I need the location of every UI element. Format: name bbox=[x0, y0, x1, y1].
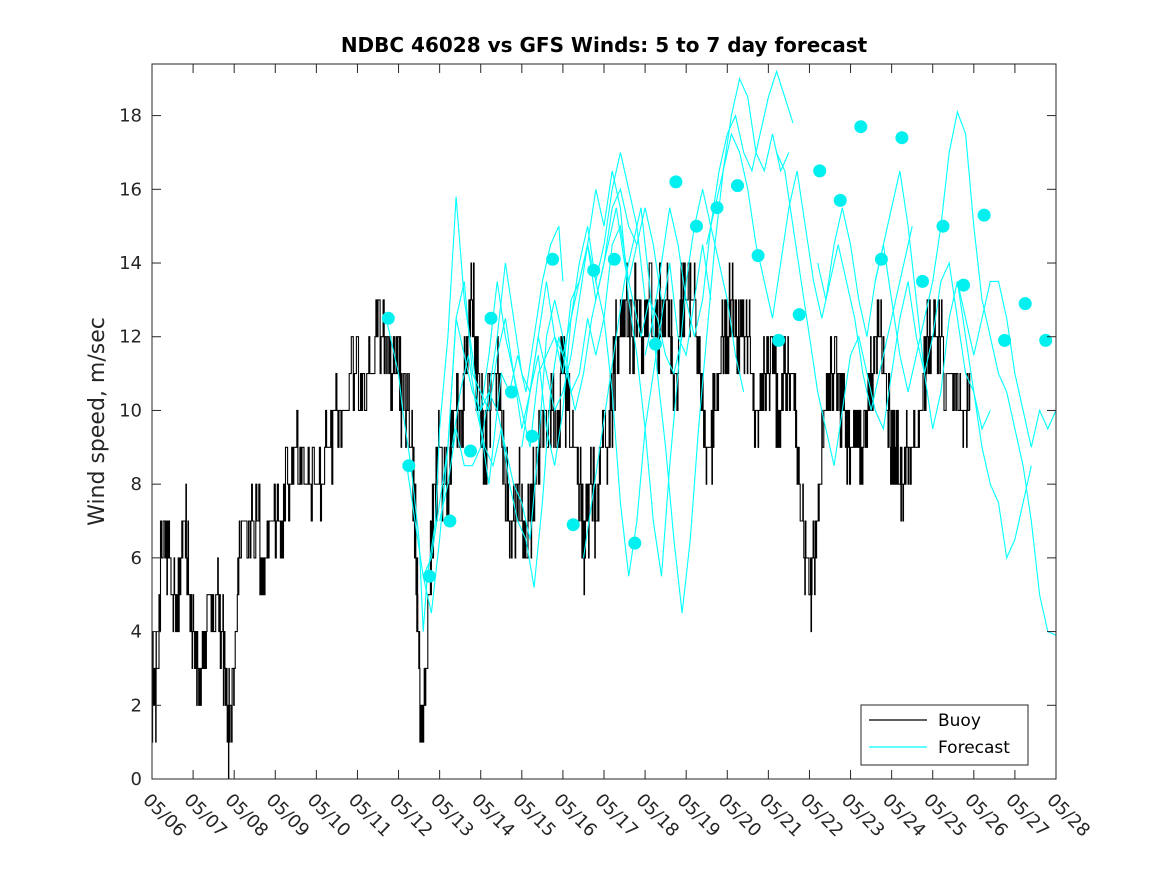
forecast-point bbox=[854, 120, 868, 134]
forecast-line-7 bbox=[521, 170, 745, 577]
forecast-point bbox=[607, 252, 621, 266]
forecast-line-8 bbox=[582, 76, 790, 614]
forecast-point bbox=[874, 252, 888, 266]
chart-title: NDBC 46028 vs GFS Winds: 5 to 7 day fore… bbox=[341, 33, 868, 57]
forecast-point bbox=[977, 208, 991, 222]
forecast-point bbox=[895, 131, 909, 145]
legend: Buoy Forecast bbox=[860, 704, 1029, 766]
forecast-point bbox=[772, 333, 786, 347]
y-tick-label: 6 bbox=[131, 548, 142, 569]
forecast-point bbox=[669, 175, 683, 189]
forecast-point bbox=[443, 514, 457, 528]
legend-box bbox=[860, 704, 1029, 766]
forecast-point bbox=[936, 219, 950, 233]
forecast-line-10 bbox=[706, 132, 913, 411]
buoy-series bbox=[151, 262, 971, 780]
y-tick-label: 8 bbox=[131, 474, 142, 495]
forecast-point bbox=[422, 569, 436, 583]
forecast-line-12 bbox=[817, 170, 1032, 560]
y-tick-label: 12 bbox=[119, 327, 142, 348]
forecast-line-11 bbox=[776, 152, 991, 466]
forecast-line-1 bbox=[385, 196, 564, 632]
forecast-line-13 bbox=[874, 109, 1057, 636]
buoy-line bbox=[151, 262, 971, 780]
forecast-point bbox=[546, 252, 560, 266]
forecast-point bbox=[792, 308, 806, 322]
forecast-point bbox=[587, 263, 601, 277]
forecast-point bbox=[731, 179, 744, 193]
y-tick-label: 10 bbox=[119, 400, 142, 421]
forecast-line-14 bbox=[956, 280, 1057, 448]
forecast-series bbox=[385, 69, 1057, 636]
forecast-point bbox=[1039, 333, 1053, 347]
forecast-point bbox=[751, 249, 765, 263]
legend-forecast-label: Forecast bbox=[938, 738, 1010, 758]
forecast-point bbox=[690, 219, 703, 233]
forecast-point bbox=[525, 429, 539, 443]
forecast-point bbox=[566, 518, 580, 532]
forecast-markers bbox=[381, 120, 1053, 583]
forecast-point bbox=[464, 444, 477, 458]
forecast-point bbox=[998, 333, 1012, 347]
y-tick-label: 18 bbox=[119, 106, 142, 127]
forecast-point bbox=[916, 274, 929, 288]
forecast-point bbox=[648, 337, 662, 351]
y-tick-label: 14 bbox=[119, 253, 142, 274]
forecast-point bbox=[957, 278, 970, 292]
y-tick-label: 2 bbox=[131, 695, 142, 716]
y-tick-label: 16 bbox=[119, 179, 142, 200]
forecast-point bbox=[1018, 297, 1032, 311]
forecast-line-6 bbox=[480, 244, 712, 577]
y-axis-ticks: 0 2 4 6 8 10 12 14 16 18 bbox=[119, 106, 1056, 790]
forecast-point bbox=[505, 385, 518, 399]
forecast-point bbox=[628, 536, 642, 550]
forecast-line-9 bbox=[644, 69, 794, 356]
legend-buoy-label: Buoy bbox=[938, 711, 981, 731]
forecast-point bbox=[381, 311, 395, 325]
forecast-point bbox=[813, 164, 827, 178]
forecast-point bbox=[710, 201, 724, 215]
y-tick-label: 0 bbox=[131, 769, 142, 790]
y-axis-label: Wind speed, m/sec bbox=[85, 317, 110, 526]
forecast-point bbox=[833, 193, 847, 207]
forecast-point bbox=[484, 311, 498, 325]
y-tick-label: 4 bbox=[131, 622, 142, 643]
forecast-point bbox=[402, 459, 416, 473]
